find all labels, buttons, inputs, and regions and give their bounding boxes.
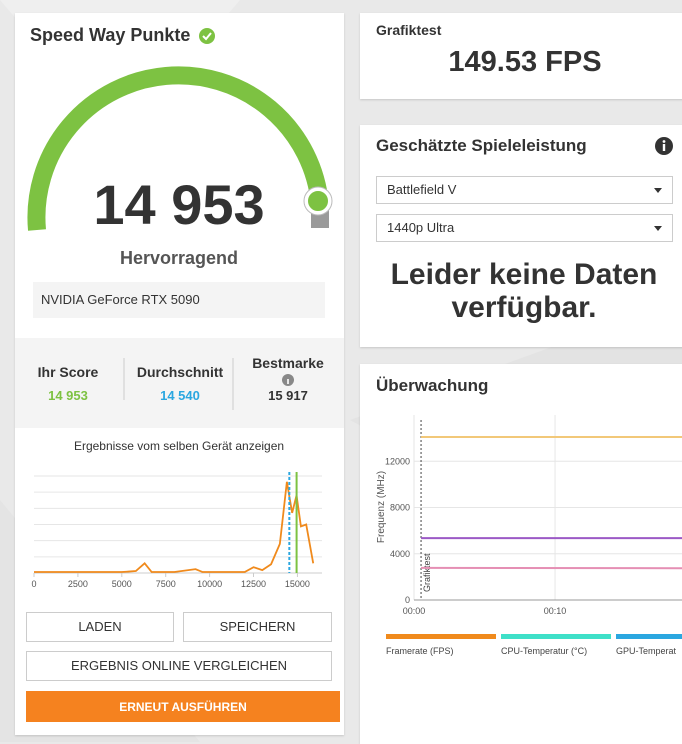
fps: 149.53 FPS [360, 46, 682, 79]
stat-label: Durchschnitt [120, 364, 240, 380]
score-title: Speed Way Punkte [30, 25, 190, 46]
monitoring-panel [360, 364, 682, 744]
monitoring-title: Überwachung [376, 376, 488, 396]
button[interactable]: SPEICHERN [183, 612, 332, 642]
chart-caption[interactable]: Ergebnisse vom selben Gerät anzeigen [30, 439, 328, 453]
button[interactable]: ERGEBNIS ONLINE VERGLEICHEN [26, 651, 332, 681]
game-select[interactable]: Battlefield V [376, 176, 673, 204]
info-icon[interactable] [654, 136, 674, 156]
stat-label: Ihr Score [8, 364, 128, 380]
gpu-name: NVIDIA GeForce RTX 5090 [33, 282, 325, 318]
stat-value: 14 953 [8, 388, 128, 403]
no-data-message: Leider keine Daten verfügbar. [372, 258, 676, 324]
graphics-test-label: Grafiktest [376, 22, 441, 38]
score: 14 953 [30, 172, 328, 237]
button-primary[interactable]: ERNEUT AUSFÜHREN [26, 691, 340, 722]
stat-value: 15 917 [228, 388, 348, 403]
stat-label: Bestmarke [228, 355, 348, 371]
preset-select[interactable]: 1440p Ultra [376, 214, 673, 242]
game-performance-title: Geschätzte Spieleleistung [376, 136, 587, 156]
rating: Hervorragend [30, 248, 328, 269]
stat-value: 14 540 [120, 388, 240, 403]
stats-band [15, 338, 344, 428]
button[interactable]: LADEN [26, 612, 174, 642]
